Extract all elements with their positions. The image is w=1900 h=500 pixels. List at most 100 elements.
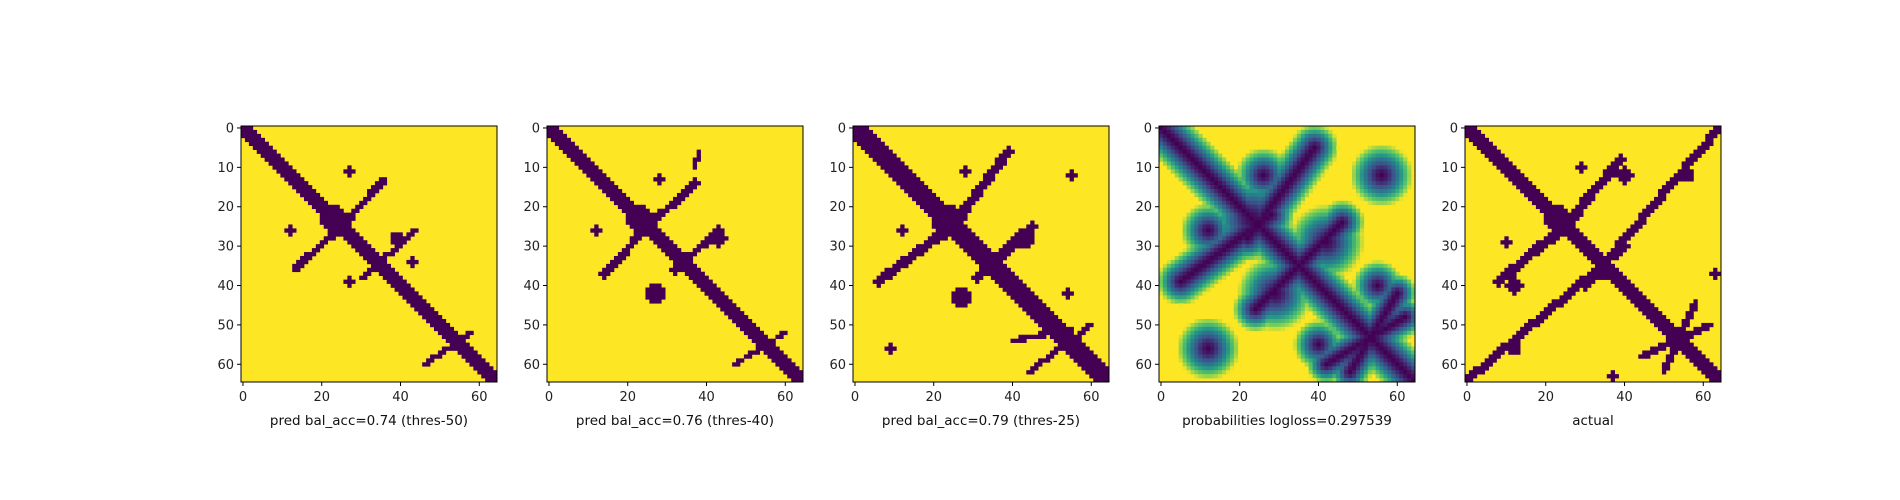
heatmap-cell [610, 192, 615, 198]
heatmap-cell [1186, 291, 1191, 296]
heatmap-cell [1304, 161, 1310, 166]
heatmap-cell [1312, 299, 1317, 304]
heatmap-cell [1571, 236, 1576, 241]
heatmap-cell [963, 212, 968, 217]
heatmap-cell [1336, 220, 1341, 225]
heatmap-cell [1277, 224, 1282, 229]
heatmap-cell [1468, 133, 1474, 139]
heatmap-cell [982, 177, 988, 182]
heatmap-cell [1194, 177, 1199, 182]
heatmap-cell [1344, 244, 1349, 249]
heatmap-cell [1101, 366, 1106, 371]
heatmap-cell [1292, 263, 1298, 269]
heatmap-cell [955, 208, 960, 213]
heatmap-cell [241, 129, 246, 135]
heatmap-cell [1257, 259, 1262, 265]
heatmap-cell [1210, 169, 1215, 174]
heatmap-cell [1407, 295, 1412, 300]
heatmap-cell [1261, 200, 1266, 206]
heatmap-cell [1543, 236, 1549, 241]
heatmap-cell [1296, 165, 1302, 170]
heatmap-cell [1355, 346, 1361, 351]
heatmap-cell [1403, 318, 1408, 324]
heatmap-cell [1387, 153, 1392, 158]
heatmap-cell [402, 287, 407, 292]
heatmap-cell [1387, 275, 1392, 280]
heatmap-cell [1218, 153, 1223, 158]
heatmap-cell [1324, 334, 1329, 340]
heatmap-cell [606, 192, 611, 198]
heatmap-cell [1034, 295, 1039, 300]
heatmap-cell [1391, 295, 1396, 300]
heatmap-cell [1359, 279, 1365, 284]
heatmap-cell [1237, 303, 1243, 308]
heatmap-cell [1277, 232, 1282, 237]
heatmap-cell [1277, 196, 1282, 202]
heatmap-cell [1237, 287, 1243, 292]
heatmap-cell [1351, 354, 1357, 359]
heatmap-cell [1273, 252, 1278, 257]
heatmap-cell [1332, 252, 1337, 257]
heatmap-cell [1249, 157, 1254, 162]
heatmap-cell [888, 275, 893, 280]
heatmap-cell [1265, 228, 1270, 233]
heatmap-cell [1089, 354, 1094, 359]
heatmap-cell [967, 291, 972, 296]
heatmap-cell [1524, 177, 1529, 182]
heatmap-cell [1053, 330, 1059, 336]
heatmap-cell [1292, 200, 1298, 206]
heatmap-cell [959, 216, 964, 221]
heatmap-cell [280, 165, 285, 170]
heatmap-cell [1363, 362, 1369, 367]
heatmap-cell [562, 133, 568, 139]
heatmap-cell [1367, 374, 1373, 379]
heatmap-cell [684, 271, 690, 277]
heatmap-cell [1344, 220, 1349, 225]
heatmap-cell [570, 153, 575, 158]
heatmap-cell [1073, 354, 1078, 359]
heatmap-cell [1292, 228, 1298, 233]
heatmap-cell [935, 212, 940, 217]
heatmap-cell [1241, 303, 1246, 308]
heatmap-cell [1206, 354, 1211, 359]
heatmap-cell [1336, 208, 1341, 213]
heatmap-cell [621, 252, 627, 257]
heatmap-cell [963, 295, 968, 300]
heatmap-cell [566, 145, 571, 150]
heatmap-cell [759, 346, 764, 351]
heatmap-cell [1328, 255, 1333, 261]
heatmap-cell [998, 275, 1004, 280]
heatmap-cell [1531, 200, 1537, 206]
heatmap-cell [1379, 287, 1384, 292]
heatmap-cell [586, 173, 591, 178]
heatmap-cell [1014, 232, 1019, 237]
heatmap-cell [1241, 275, 1246, 280]
heatmap-cell [1344, 216, 1349, 221]
y-tick-label: 50 [217, 318, 234, 333]
heatmap-cell [1018, 228, 1023, 233]
heatmap-cell [1587, 196, 1592, 202]
heatmap-cell [1383, 374, 1388, 379]
heatmap-cell [1249, 177, 1254, 182]
heatmap-cell [1210, 161, 1215, 166]
heatmap-cell [1391, 330, 1396, 336]
heatmap-cell [1222, 358, 1227, 363]
heatmap-cell [1225, 192, 1231, 198]
heatmap-cell [1222, 248, 1227, 253]
heatmap-cell [1332, 350, 1337, 355]
heatmap-cell [1014, 244, 1019, 249]
heatmap-cell [1198, 224, 1203, 229]
heatmap-cell [645, 224, 650, 229]
heatmap-cell [649, 212, 654, 217]
heatmap-cell [1277, 283, 1282, 288]
heatmap-cell [1245, 228, 1250, 233]
heatmap-cell [1042, 326, 1047, 332]
heatmap-cell [712, 228, 717, 233]
heatmap-cell [1403, 362, 1408, 367]
heatmap-cell [1391, 192, 1396, 198]
heatmap-cell [1328, 338, 1333, 343]
heatmap-cell [1336, 362, 1341, 367]
heatmap-cell [1571, 216, 1576, 221]
heatmap-cell [1300, 338, 1306, 343]
heatmap-cell [1222, 326, 1227, 332]
